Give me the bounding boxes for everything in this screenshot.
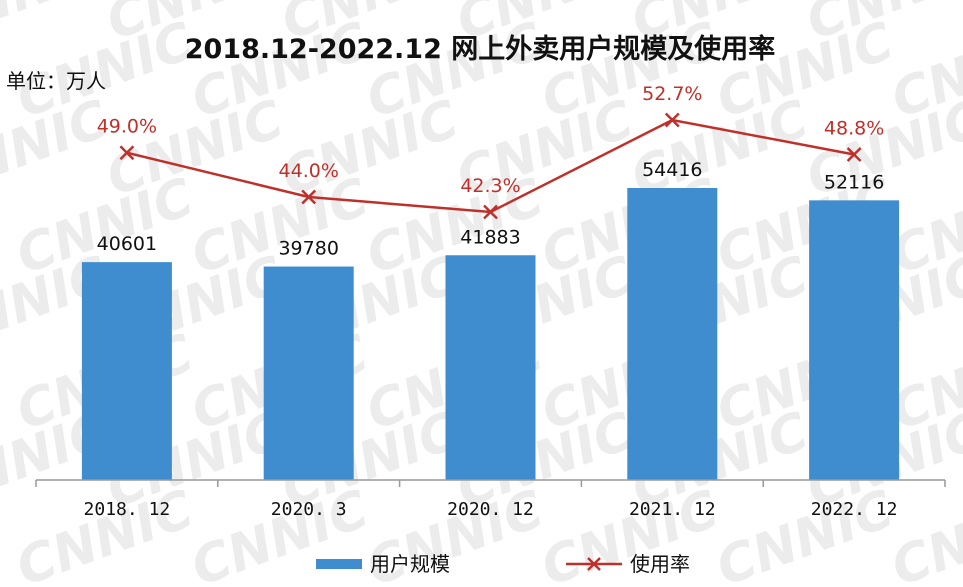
- bar-data-labels: 40601 39780 41883 54416 52116: [97, 159, 885, 260]
- bar: [81, 262, 172, 480]
- bar-value-label: 41883: [460, 226, 520, 248]
- watermark-text: CNNIC: [709, 479, 901, 587]
- line-value-label: 49.0%: [97, 116, 157, 138]
- bar-value-label: 54416: [642, 159, 702, 181]
- line-value-label: 52.7%: [642, 83, 702, 105]
- x-tick-marks: [35, 480, 946, 487]
- legend-label-bar: 用户规模: [370, 552, 450, 576]
- x-tick-label: 2020. 3: [271, 499, 347, 520]
- line-marker: [483, 204, 498, 220]
- line-marker: [301, 189, 317, 205]
- bar: [809, 200, 900, 480]
- chart-title: 2018.12-2022.12 网上外卖用户规模及使用率: [185, 33, 776, 65]
- x-tick-label: 2020. 12: [447, 499, 534, 520]
- bar: [263, 266, 354, 480]
- line-marker: [664, 112, 680, 128]
- line-value-label: 44.0%: [279, 160, 339, 182]
- unit-label: 单位：万人: [6, 69, 106, 93]
- legend-swatch-line: [566, 557, 622, 571]
- bar: [445, 255, 536, 480]
- legend-swatch-bar: [316, 559, 362, 569]
- watermark-text: CNNIC: [184, 479, 376, 587]
- x-tick-label: 2018. 12: [84, 499, 171, 520]
- watermark-text: CNNIC: [9, 479, 201, 587]
- line-value-label: 48.8%: [824, 118, 884, 140]
- bar-value-label: 39780: [278, 238, 338, 260]
- x-tick-label: 2022. 12: [811, 499, 898, 520]
- x-tick-label: 2021. 12: [629, 499, 716, 520]
- bar: [627, 188, 718, 480]
- legend-label-line: 使用率: [630, 552, 690, 576]
- bar-value-label: 40601: [97, 233, 157, 255]
- legend: 用户规模 使用率: [316, 552, 690, 576]
- x-tick-labels: 2018. 12 2020. 3 2020. 12 2021. 12 2022. 12: [84, 499, 898, 520]
- line-marker: [119, 145, 135, 161]
- bar-value-label: 52116: [824, 171, 884, 193]
- line-series: 49.0% 44.0% 42.3% 52.7% 48.8%: [97, 83, 884, 220]
- bar-series: [81, 188, 900, 480]
- line-marker: [846, 147, 862, 162]
- watermark-text: CNNIC: [0, 89, 116, 208]
- line-value-label: 42.3%: [460, 175, 520, 197]
